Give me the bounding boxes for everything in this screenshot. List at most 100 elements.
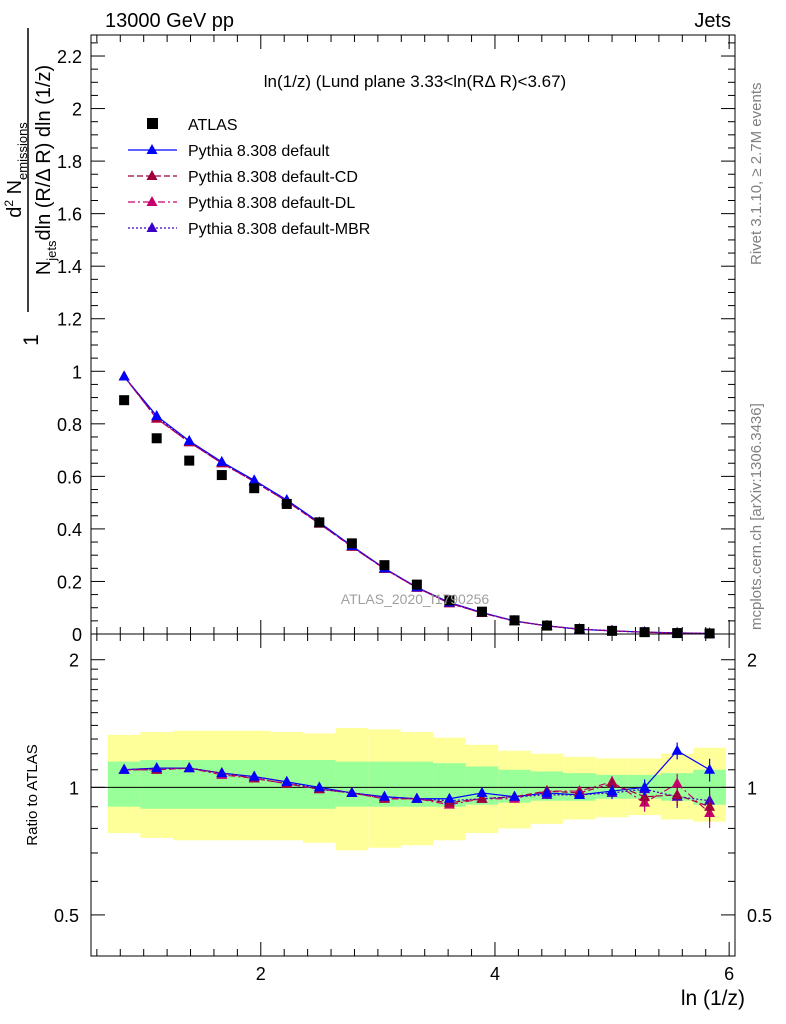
chart-title: ln(1/z) (Lund plane 3.33<ln(RΔ R)<3.67) — [264, 72, 566, 91]
legend-marker-dl — [146, 196, 158, 206]
main-axes: 0 0.2 0.4 0.6 0.8 1 1.2 1.4 1.6 1.8 2 2.2 — [57, 35, 735, 645]
x-tick-label: 4 — [490, 964, 500, 984]
ratio-y-tick-label-right: 2 — [747, 651, 757, 671]
legend-marker-atlas — [147, 118, 158, 129]
ratio-y-tick-label: 0.5 — [54, 906, 79, 926]
main-y-tick-label: 1.8 — [57, 152, 82, 172]
data-point — [379, 560, 390, 571]
ratio-band-inner — [237, 760, 271, 809]
ratio-bands — [107, 728, 726, 851]
legend: ATLAS Pythia 8.308 default Pythia 8.308 de… — [128, 117, 370, 238]
main-data-layer — [119, 395, 715, 639]
ratio-marker-default — [216, 767, 228, 778]
rivet-label: Rivet 3.1.10, ≥ 2.7M events — [748, 83, 765, 266]
series-marker-default — [183, 434, 195, 445]
legend-marker-default — [146, 144, 158, 154]
main-y-tick-label: 0.6 — [57, 467, 82, 487]
ratio-marker-default — [639, 781, 651, 792]
legend-marker-mbr — [146, 222, 158, 232]
series-marker-default — [118, 370, 130, 381]
ylabel-denominator: Njetsdln (R/Δ R) dln (1/z) — [33, 65, 59, 275]
data-point — [249, 483, 260, 494]
main-y-tick-label: 2 — [72, 100, 82, 120]
ratio-series-layer — [118, 742, 716, 828]
x-tick-label: 2 — [256, 964, 266, 984]
jets-label: Jets — [694, 10, 731, 32]
ratio-marker-default — [346, 786, 358, 797]
ratio-marker-default — [443, 792, 455, 803]
ratio-y-tick-label-right: 1 — [747, 778, 757, 798]
ratio-marker-default — [606, 785, 618, 796]
series-marker-default — [248, 474, 260, 485]
data-point — [119, 395, 130, 406]
ratio-marker-default — [151, 762, 163, 773]
ratio-marker-default — [118, 763, 130, 774]
ratio-marker-default — [509, 790, 521, 801]
data-point — [639, 627, 650, 638]
main-y-tick-label: 1 — [72, 362, 82, 382]
data-point — [314, 517, 325, 528]
ratio-marker-cd — [606, 777, 618, 788]
series-marker-default — [151, 409, 163, 420]
data-point — [216, 470, 227, 481]
ratio-y-tick-label: 1 — [69, 778, 79, 798]
main-y-tick-label: 0.4 — [57, 520, 82, 540]
ratio-marker-default — [541, 786, 553, 797]
ratio-marker-default — [476, 786, 488, 797]
data-point — [444, 595, 455, 606]
watermark: ATLAS_2020_I1790256 — [341, 591, 490, 607]
x-tick-label: 6 — [724, 964, 734, 984]
data-point — [541, 620, 552, 631]
ratio-marker-cd — [639, 790, 651, 801]
ratio-marker-dl — [671, 777, 683, 788]
legend-label: ATLAS — [188, 117, 238, 134]
series-marker-default — [216, 455, 228, 466]
legend-label: Pythia 8.308 default-CD — [188, 169, 358, 186]
main-y-tick-label: 0 — [72, 625, 82, 645]
data-point — [281, 498, 292, 509]
mcplots-label: mcplots.cern.ch [arXiv:1306.3436] — [748, 403, 765, 630]
ratio-axes: 0.5 0.5 1 1 2 2 2 4 6 — [54, 634, 772, 984]
ylabel-one: 1 — [20, 334, 43, 346]
main-y-tick-label: 0.8 — [57, 415, 82, 435]
x-axis-label: ln (1/z) — [681, 987, 745, 1010]
ratio-marker-default — [704, 763, 716, 774]
ratio-marker-cd — [476, 792, 488, 803]
ratio-marker-default — [313, 781, 325, 792]
legend-label: Pythia 8.308 default-MBR — [188, 221, 370, 238]
ratio-marker-default — [574, 788, 586, 799]
energy-label: 13000 GeV pp — [105, 10, 234, 32]
main-y-tick-label: 1.4 — [57, 257, 82, 277]
ratio-frame — [90, 633, 736, 957]
data-point — [672, 628, 683, 639]
data-point — [184, 455, 195, 466]
ylabel-numerator: d2 Nemissions — [2, 122, 30, 218]
data-point — [151, 433, 162, 444]
ratio-marker-cd — [704, 800, 716, 811]
legend-label: Pythia 8.308 default — [188, 143, 330, 160]
main-ylabel: d2 Nemissions 1 Njetsdln (R/Δ R) dln (1/z) — [2, 28, 59, 346]
main-y-tick-label: 2.2 — [57, 47, 82, 67]
legend-label: Pythia 8.308 default-DL — [188, 195, 355, 212]
data-point — [607, 625, 618, 636]
main-y-tick-label: 1.2 — [57, 310, 82, 330]
data-point — [509, 615, 520, 626]
ratio-marker-default — [183, 762, 195, 773]
main-y-tick-label: 0.2 — [57, 572, 82, 592]
data-point — [574, 624, 585, 635]
ratio-marker-cd — [671, 788, 683, 799]
ratio-y-tick-label-right: 0.5 — [747, 906, 772, 926]
legend-marker-cd — [146, 170, 158, 180]
ratio-marker-default — [411, 792, 423, 803]
ratio-y-tick-label: 2 — [69, 651, 79, 671]
data-point — [411, 579, 422, 590]
ratio-marker-default — [281, 775, 293, 786]
ratio-ylabel: Ratio to ATLAS — [24, 744, 41, 845]
main-y-tick-label: 1.6 — [57, 205, 82, 225]
ratio-marker-default — [248, 770, 260, 781]
ratio-band-inner — [335, 761, 369, 807]
ratio-marker-default — [378, 790, 390, 801]
data-point — [346, 538, 357, 549]
ratio-marker-default — [671, 744, 683, 755]
